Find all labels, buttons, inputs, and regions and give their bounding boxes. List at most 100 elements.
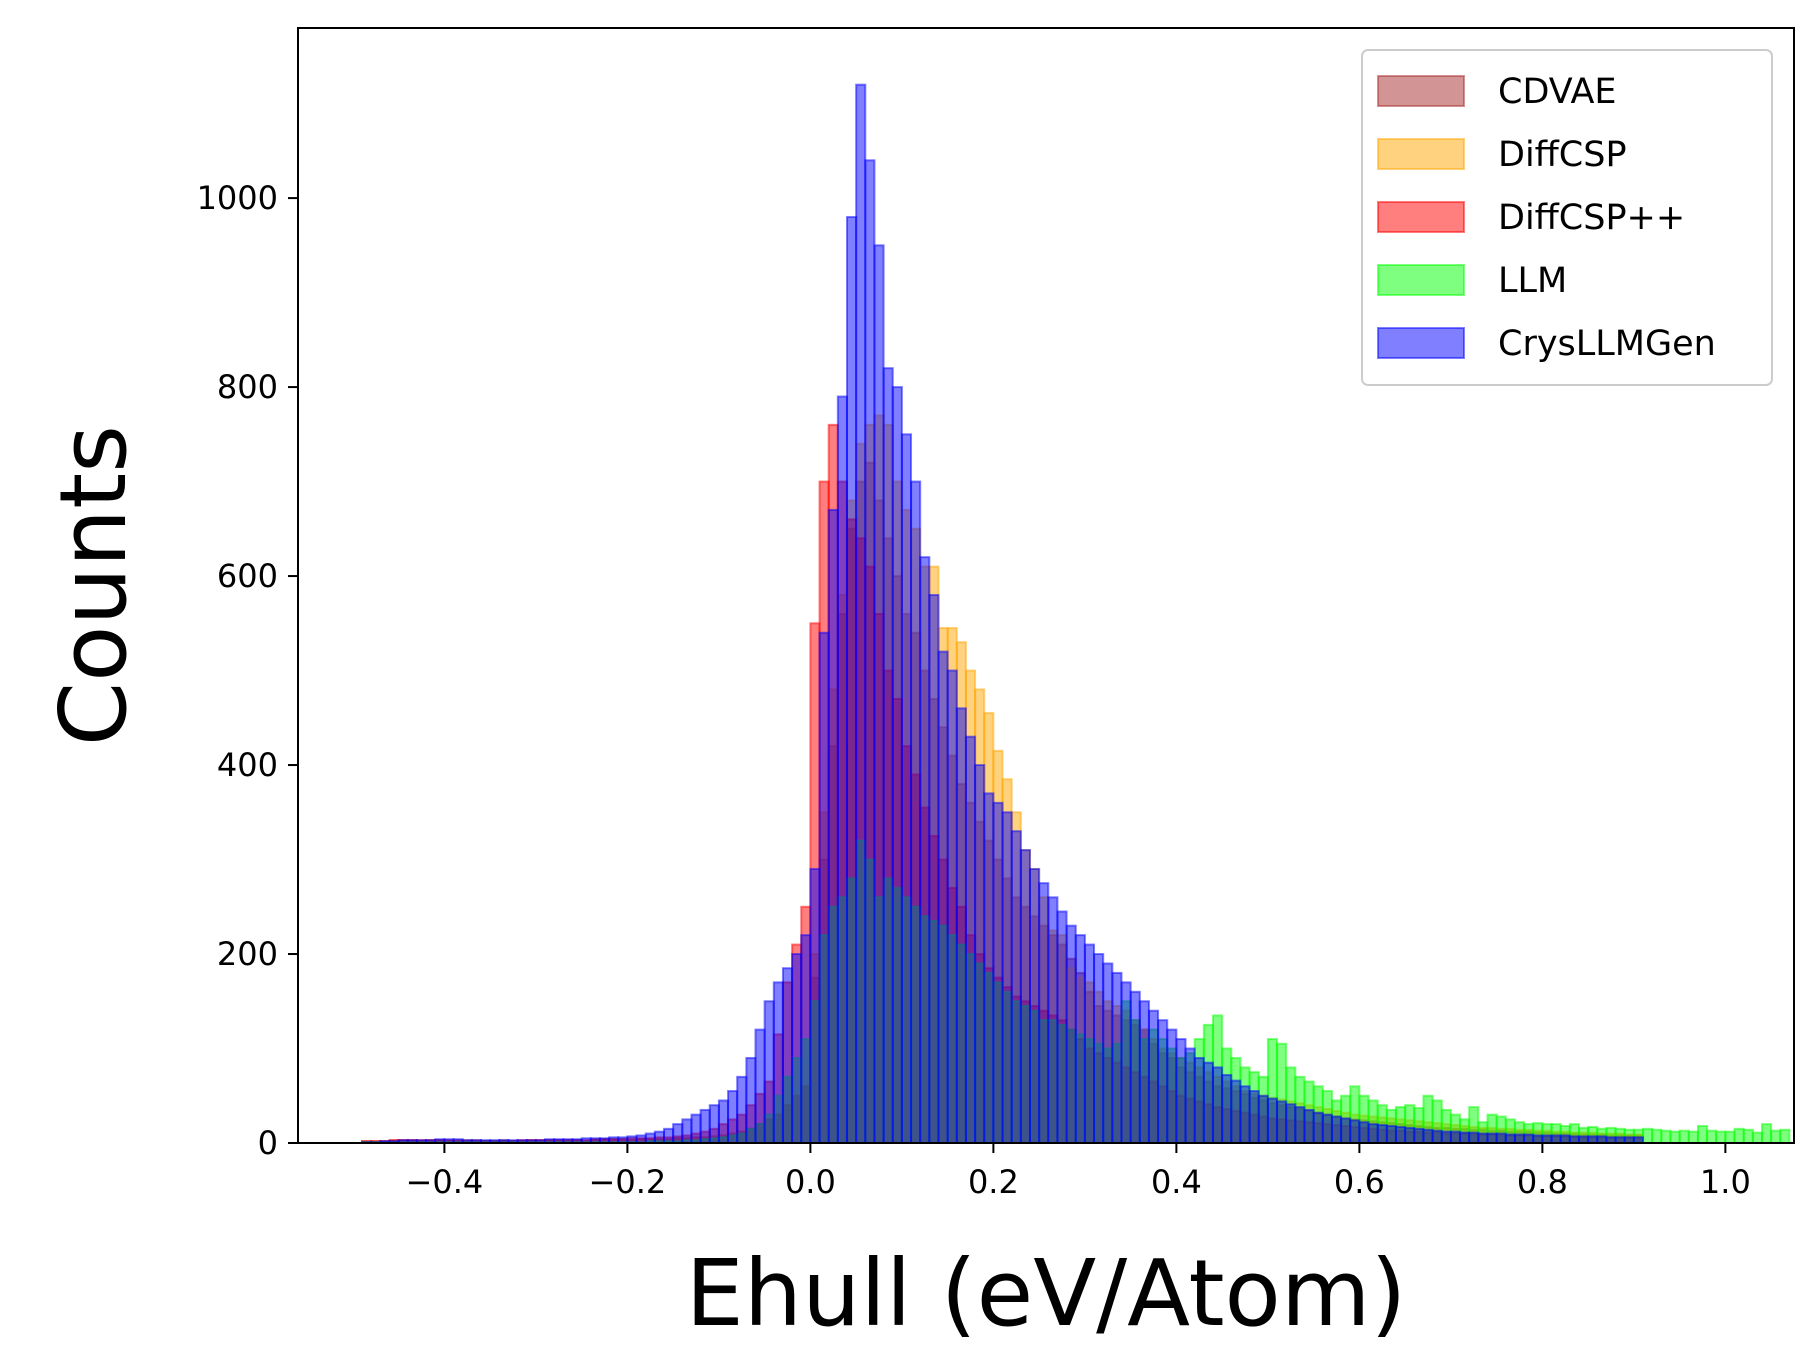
histogram-bar [827,508,839,1145]
histogram-bar [1266,1097,1279,1144]
histogram-bar [1513,1133,1526,1144]
histogram-bar [1715,1130,1727,1145]
histogram-bar [653,1130,665,1145]
histogram-bar [818,631,830,1144]
y-axis-label: Counts [40,425,147,746]
histogram-bar [1010,830,1022,1144]
histogram-bar [699,1108,711,1145]
histogram-bar [1257,1094,1269,1144]
histogram-bar [1303,1108,1315,1145]
legend-swatch [1377,138,1465,170]
histogram-bar [635,1134,647,1144]
histogram-bar [1651,1128,1663,1145]
legend-label: CDVAE [1498,72,1617,112]
histogram-bar [964,735,977,1144]
histogram-bar [745,1056,757,1144]
histogram-bar [1340,1117,1352,1145]
histogram-bar [1028,867,1041,1144]
histogram-bar [882,367,894,1145]
x-axis-ticks: −0.4 −0.2 0.0 0.2 0.4 0.6 0.8 1.0 [406,1143,1751,1201]
histogram-bar [1065,924,1077,1144]
histogram-bar [1394,1125,1407,1144]
x-tick-label: 0.0 [785,1163,836,1201]
histogram-bar [717,1099,730,1144]
histogram-bar [1678,1129,1690,1144]
histogram-bar [1696,1124,1709,1144]
legend-swatch [1377,75,1465,107]
histogram-bar [1724,1130,1736,1145]
histogram-bar [919,556,931,1144]
legend-label: LLM [1498,261,1567,301]
legend: CDVAE DiffCSP DiffCSP++ LLM CrysLLMGen [1361,49,1773,386]
histogram-bar [1751,1131,1763,1144]
histogram-bar [662,1127,675,1144]
histogram-bar [1376,1124,1388,1145]
histogram-bar [1504,1133,1516,1144]
legend-label: DiffCSP++ [1498,198,1685,238]
histogram-bar [763,1000,775,1145]
histogram-bar [855,83,867,1145]
histogram-bar [1431,1129,1443,1144]
y-tick-label: 0 [258,1124,278,1162]
histogram-bar [845,215,858,1145]
histogram-bar [1687,1130,1699,1145]
plot-frame [297,27,1795,1144]
x-tick-label: −0.4 [406,1163,484,1201]
histogram-bar [1184,1047,1196,1145]
series-crysllmgen [361,83,1645,1145]
histogram-bar [1660,1129,1672,1144]
histogram-bar [1440,1130,1452,1145]
legend-swatch [1377,264,1465,296]
histogram-bars [361,83,1791,1145]
y-axis-ticks: 0 200 400 600 800 1000 [197,179,298,1162]
histogram-bar [1321,1113,1333,1145]
histogram-bar [946,669,958,1144]
histogram-bar [1559,1134,1571,1144]
histogram-bar [1642,1127,1654,1144]
y-tick-label: 200 [217,935,278,973]
histogram-bar [1449,1130,1462,1145]
histogram-bar [1129,990,1141,1144]
histogram-bar [1385,1124,1397,1144]
histogram-bar [1486,1132,1498,1145]
histogram-bar [937,650,949,1144]
histogram-bar [1001,811,1013,1145]
histogram-bar [1413,1127,1425,1144]
x-tick-label: −0.2 [589,1163,667,1201]
histogram-bar [910,480,922,1144]
histogram-bar [727,1090,739,1145]
histogram-bar [781,967,794,1144]
legend-swatch [1377,201,1465,233]
histogram-bar [900,433,913,1144]
histogram-bar [974,764,986,1145]
histogram-bar [1770,1129,1782,1144]
y-tick-label: 600 [217,557,278,595]
histogram-bar [928,593,940,1144]
histogram-bar [644,1132,656,1145]
histogram-bar [1175,1038,1187,1145]
legend-label: CrysLLMGen [1498,324,1716,364]
histogram-bar [1211,1066,1224,1145]
histogram-bar [754,1028,766,1144]
histogram-bar [1459,1131,1471,1144]
x-axis-label: Ehull (eV/Atom) [686,1240,1407,1347]
histogram-bar [809,867,821,1144]
histogram-bar [1202,1061,1214,1145]
histogram-bar [1404,1126,1416,1145]
histogram-bar [1047,896,1059,1144]
histogram-bar [873,244,885,1144]
histogram-bar [1166,1028,1178,1144]
histogram-bar [1102,962,1114,1144]
y-tick-label: 800 [217,368,278,406]
histogram-bar [1294,1106,1306,1144]
y-tick-label: 400 [217,746,278,784]
y-tick-label: 1000 [197,179,278,217]
histogram-bar [1248,1090,1260,1145]
histogram-bar [1038,882,1050,1145]
histogram-bar [1349,1119,1361,1144]
histogram-bar [681,1118,693,1145]
histogram-bar [1779,1128,1791,1145]
x-tick-label: 0.4 [1151,1163,1202,1201]
histogram-bar [708,1104,720,1144]
